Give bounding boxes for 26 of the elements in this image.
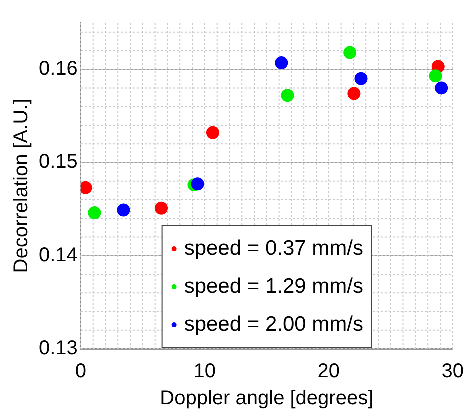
x-axis-title: Doppler angle [degrees] xyxy=(160,388,374,410)
y-tick-label: 0.14 xyxy=(38,244,78,266)
legend-label: speed = 1.29 mm/s xyxy=(184,274,364,298)
point xyxy=(281,89,294,102)
y-axis-title: Decorrelation [A.U.] xyxy=(10,98,33,274)
point xyxy=(191,178,204,191)
legend-label: speed = 0.37 mm/s xyxy=(184,236,364,260)
x-tick-label: 10 xyxy=(194,360,216,383)
point xyxy=(117,204,130,217)
y-tick-label: 0.15 xyxy=(38,151,78,174)
x-tick-label: 20 xyxy=(318,360,340,383)
x-tick-label: 0 xyxy=(75,360,86,383)
point xyxy=(155,202,168,215)
point xyxy=(429,70,442,83)
y-tick-label: 0.13 xyxy=(38,338,78,360)
point xyxy=(354,72,368,86)
y-tick-label: 0.16 xyxy=(38,58,78,80)
x-tick-label: 30 xyxy=(442,360,464,383)
point xyxy=(206,126,220,140)
point xyxy=(80,181,92,194)
point xyxy=(435,82,448,95)
point xyxy=(88,206,102,220)
point xyxy=(344,46,357,60)
point xyxy=(275,56,288,70)
point xyxy=(348,87,361,100)
legend-label: speed = 2.00 mm/s xyxy=(184,312,364,336)
